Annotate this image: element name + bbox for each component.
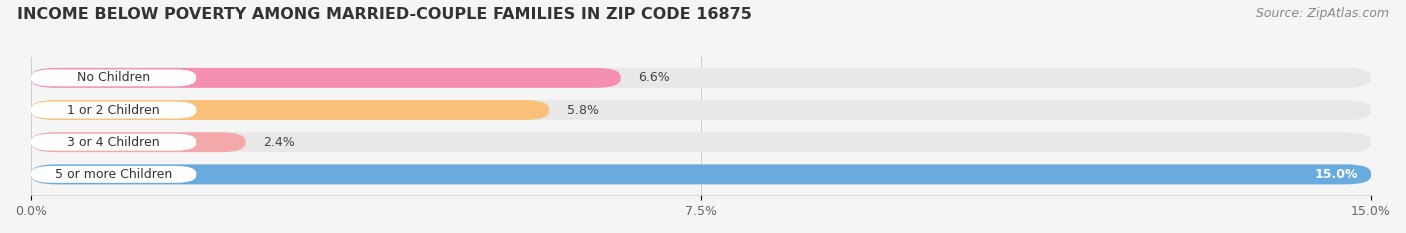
- FancyBboxPatch shape: [31, 132, 1371, 152]
- FancyBboxPatch shape: [31, 68, 1371, 88]
- Text: 2.4%: 2.4%: [263, 136, 295, 149]
- FancyBboxPatch shape: [31, 68, 620, 88]
- FancyBboxPatch shape: [31, 102, 197, 119]
- FancyBboxPatch shape: [31, 132, 246, 152]
- Text: INCOME BELOW POVERTY AMONG MARRIED-COUPLE FAMILIES IN ZIP CODE 16875: INCOME BELOW POVERTY AMONG MARRIED-COUPL…: [17, 7, 752, 22]
- Text: 15.0%: 15.0%: [1315, 168, 1358, 181]
- FancyBboxPatch shape: [31, 100, 550, 120]
- Text: 5 or more Children: 5 or more Children: [55, 168, 173, 181]
- FancyBboxPatch shape: [31, 134, 197, 151]
- FancyBboxPatch shape: [31, 164, 1371, 184]
- Text: No Children: No Children: [77, 71, 150, 84]
- FancyBboxPatch shape: [31, 166, 197, 183]
- Text: 1 or 2 Children: 1 or 2 Children: [67, 103, 160, 116]
- FancyBboxPatch shape: [31, 164, 1371, 184]
- Text: Source: ZipAtlas.com: Source: ZipAtlas.com: [1256, 7, 1389, 20]
- FancyBboxPatch shape: [31, 69, 197, 86]
- Text: 6.6%: 6.6%: [638, 71, 671, 84]
- FancyBboxPatch shape: [31, 100, 1371, 120]
- Text: 5.8%: 5.8%: [567, 103, 599, 116]
- Text: 3 or 4 Children: 3 or 4 Children: [67, 136, 160, 149]
